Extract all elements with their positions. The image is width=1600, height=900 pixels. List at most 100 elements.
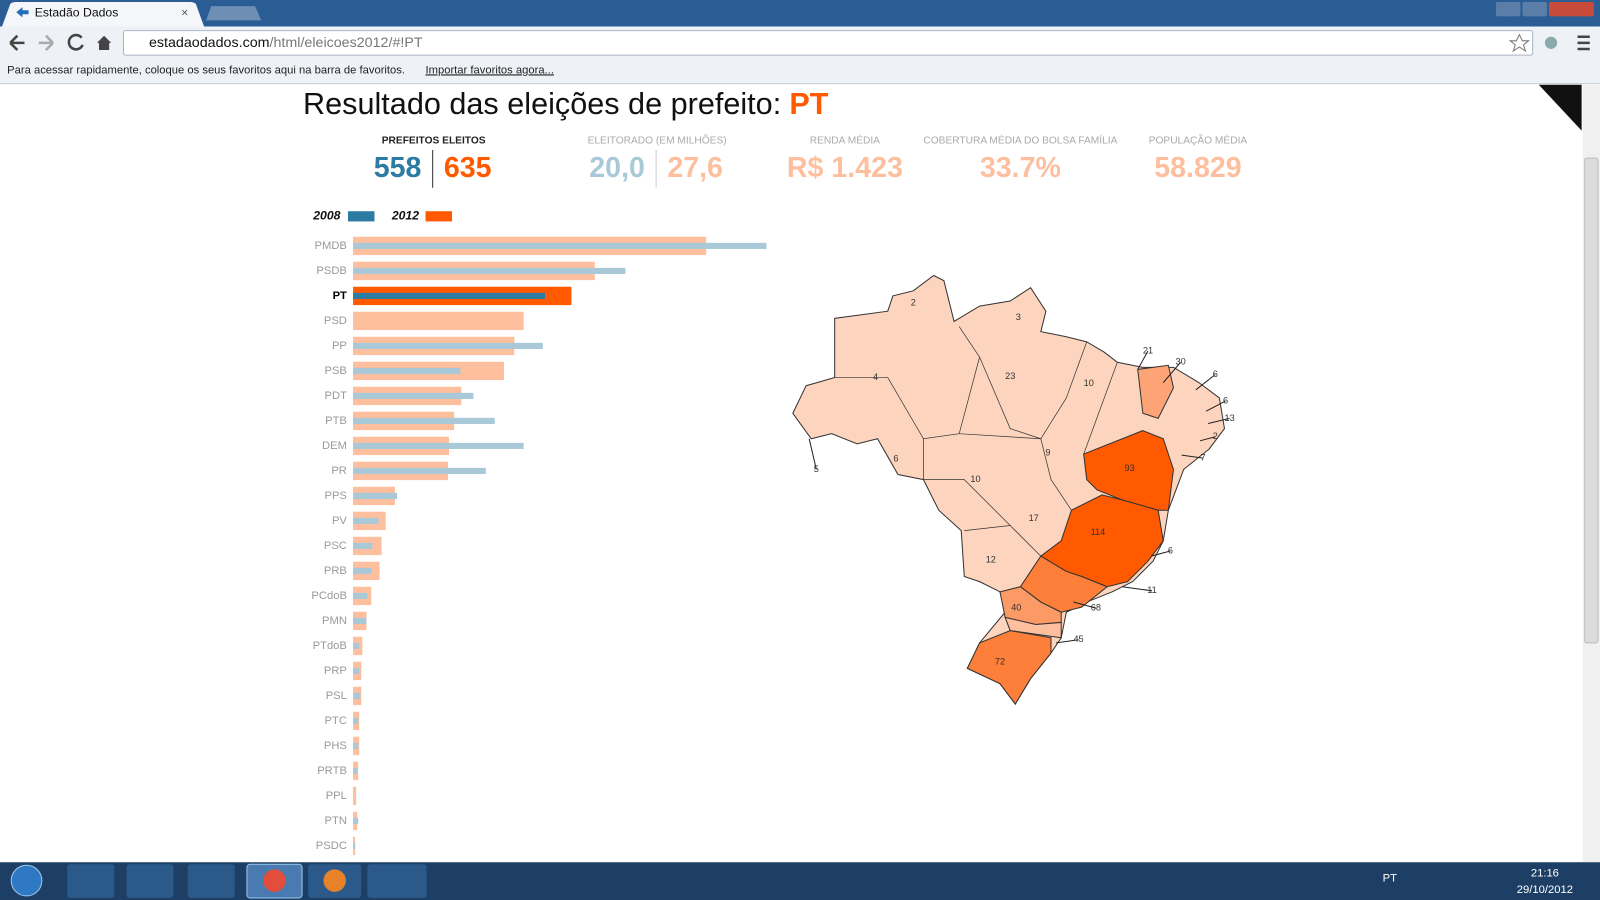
clock-time[interactable]: 21:16 <box>1531 867 1559 879</box>
category-label[interactable]: PMN <box>322 615 347 627</box>
category-label[interactable]: PSL <box>326 690 347 702</box>
state-label: 5 <box>814 464 819 474</box>
ie-icon[interactable] <box>187 864 235 898</box>
forward-button[interactable] <box>38 34 54 51</box>
bar-2008 <box>353 242 767 249</box>
category-label[interactable]: PRB <box>324 565 347 577</box>
category-label[interactable]: PTN <box>324 815 346 827</box>
bookmarks-hint: Para acessar rapidamente, coloque os seu… <box>7 64 405 76</box>
bar-2008 <box>353 442 524 449</box>
state-label: 7 <box>1200 453 1205 463</box>
minimize-button[interactable] <box>1495 2 1521 17</box>
category-label[interactable]: PMDB <box>315 240 347 252</box>
bar-2008 <box>353 617 367 624</box>
category-label[interactable]: PHS <box>324 740 347 752</box>
leader-line <box>1162 361 1181 383</box>
state-label: 13 <box>1224 413 1234 423</box>
category-label[interactable]: PSDC <box>316 840 347 852</box>
bar-2008 <box>353 492 398 499</box>
state-label: 11 <box>1147 585 1157 595</box>
scrollbar-thumb[interactable] <box>1584 157 1599 644</box>
start-button[interactable] <box>10 864 43 897</box>
new-tab[interactable] <box>206 6 262 21</box>
title-text: Resultado das eleições de prefeito: <box>303 87 781 121</box>
leader-line <box>1199 436 1216 442</box>
url-path: /html/eleicoes2012/#!PT <box>270 35 423 51</box>
close-button[interactable] <box>1548 2 1594 17</box>
state-shape[interactable] <box>1019 555 1109 613</box>
language[interactable]: PT <box>1383 873 1397 885</box>
state-label: 10 <box>970 474 980 484</box>
state-shape[interactable] <box>1137 364 1174 419</box>
category-label[interactable]: PTdoB <box>313 640 347 652</box>
category-label[interactable]: PTB <box>325 415 347 427</box>
category-label[interactable]: PCdoB <box>311 590 347 602</box>
category-label[interactable]: PPL <box>326 790 347 802</box>
import-bookmarks-link[interactable]: Importar favoritos agora... <box>426 64 554 76</box>
page-title: Resultado das eleições de prefeito: PT <box>303 87 829 121</box>
category-label[interactable]: PSDB <box>316 265 347 277</box>
bar-2008 <box>353 292 545 299</box>
bar-2008 <box>353 642 360 649</box>
bar-2008 <box>353 267 626 274</box>
bar-2008 <box>353 817 359 824</box>
stat-value: R$ 1.423 <box>787 152 903 184</box>
clock-date[interactable]: 29/10/2012 <box>1517 884 1573 896</box>
maximize-button[interactable] <box>1522 2 1547 17</box>
leader-line <box>1181 454 1204 459</box>
title-bar <box>0 0 1600 27</box>
bar-2012 <box>353 786 357 806</box>
category-label[interactable]: PTC <box>324 715 346 727</box>
category-label[interactable]: PV <box>332 515 347 527</box>
category-label[interactable]: PSD <box>324 315 347 327</box>
extension-icon[interactable] <box>1544 36 1558 49</box>
state-shape[interactable] <box>1004 616 1062 639</box>
category-label[interactable]: PRP <box>324 665 347 677</box>
leader-line <box>1137 350 1149 370</box>
stat-label: ELEITORADO (EM MILHÕES) <box>588 134 727 147</box>
state-label: 4 <box>873 372 878 382</box>
bar-2008 <box>353 767 358 774</box>
state-label: 2 <box>911 297 916 307</box>
category-label[interactable]: PPS <box>324 490 346 502</box>
stat-value: 58.829 <box>1154 152 1241 184</box>
state-label: 9 <box>1045 447 1050 457</box>
reload-button[interactable] <box>67 33 84 51</box>
media-icon[interactable] <box>126 864 174 898</box>
state-shape[interactable] <box>966 630 1052 705</box>
menu-button[interactable] <box>1577 35 1590 51</box>
state-label: 6 <box>1168 545 1173 555</box>
category-label[interactable]: PRTB <box>317 765 347 777</box>
explorer-icon[interactable] <box>67 864 115 898</box>
bar-2008 <box>353 392 474 399</box>
leader-line <box>1073 601 1097 609</box>
category-label[interactable]: PSB <box>324 365 346 377</box>
state-label: 23 <box>1005 371 1015 381</box>
bookmarks-bar <box>0 59 1600 84</box>
map: 234 2310213066132793965101712114611684045… <box>792 274 1235 705</box>
stat-value: 20,0 <box>589 152 645 184</box>
category-label[interactable]: PP <box>332 340 347 352</box>
bar-2008 <box>353 692 361 699</box>
category-label[interactable]: PSC <box>324 540 347 552</box>
tab-close[interactable]: × <box>181 5 188 19</box>
category-label[interactable]: PT <box>333 290 347 302</box>
address-bar[interactable] <box>122 30 1534 56</box>
back-button[interactable] <box>9 34 25 51</box>
bar-2008 <box>353 517 379 524</box>
bar-2008 <box>353 667 360 674</box>
state-shape[interactable] <box>1083 430 1174 511</box>
tab[interactable] <box>2 2 205 27</box>
legend-label: 2008 <box>312 209 340 223</box>
app-icon[interactable] <box>367 864 427 898</box>
category-label[interactable]: DEM <box>322 440 347 452</box>
category-label[interactable]: PR <box>331 465 347 477</box>
category-label[interactable]: PDT <box>324 390 347 402</box>
bookmark-star[interactable] <box>1508 33 1531 53</box>
bar-2008 <box>353 567 372 574</box>
legend-swatch <box>425 211 453 222</box>
